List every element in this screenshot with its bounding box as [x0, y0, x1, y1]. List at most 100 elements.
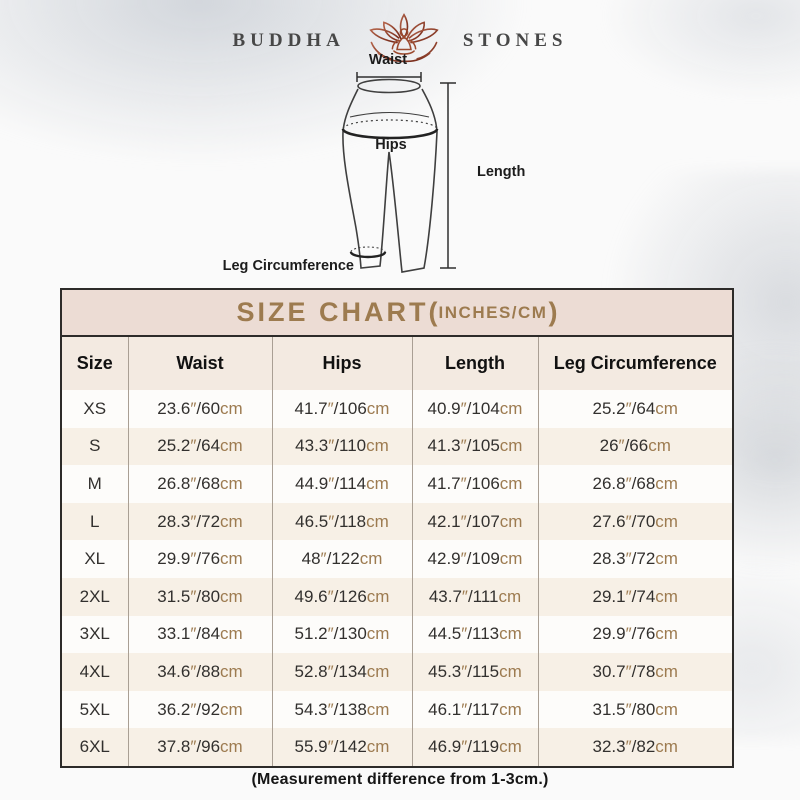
leg-cell: 26″/66cm — [537, 427, 732, 466]
inch-mark: ″ — [625, 699, 632, 719]
leg-cell: 26.8″/68cm — [537, 465, 732, 503]
cm-value: 111 — [472, 586, 499, 606]
value-separator: / — [334, 511, 340, 531]
value-separator: / — [334, 473, 340, 493]
inch-mark: ″ — [328, 436, 335, 456]
inch-value: 29.9 — [592, 624, 626, 644]
inch-mark: ″ — [190, 549, 197, 569]
inch-mark: ″ — [190, 398, 197, 418]
cm-unit: cm — [499, 511, 523, 531]
inch-value: 29.1 — [592, 586, 626, 606]
value-separator: / — [196, 586, 202, 606]
hips-label: Hips — [375, 137, 407, 153]
inch-value: 26.8 — [592, 473, 626, 493]
cm-value: 74 — [636, 586, 656, 606]
inch-value: 29.9 — [157, 549, 191, 569]
hips-cell: 52.8″/134cm — [271, 653, 412, 691]
table-row-6xl: 6XL 37.8″/96cm 55.9″/142cm 46.9″/119cm 32.3″… — [62, 728, 732, 766]
size-label: M — [62, 465, 128, 503]
cm-value: 66 — [629, 436, 649, 456]
cm-unit: cm — [499, 699, 522, 719]
value-separator: / — [333, 398, 339, 418]
cm-value: 68 — [636, 473, 656, 493]
waist-cell: 34.6″/88cm — [127, 653, 272, 691]
value-separator: / — [631, 737, 637, 757]
cm-unit: cm — [220, 549, 243, 569]
cm-unit: cm — [220, 661, 243, 681]
value-separator: / — [196, 511, 202, 531]
hips-cell: 41.7″/106cm — [271, 390, 412, 428]
column-header-leg-circumference: Leg Circumference — [537, 337, 732, 390]
leg-cell: 29.9″/76cm — [537, 615, 732, 654]
cm-value: 115 — [472, 661, 500, 681]
cm-value: 118 — [339, 511, 367, 531]
table-row-xl: XL 29.9″/76cm 48″/122cm 42.9″/109cm 28.3″/72… — [62, 540, 732, 578]
length-cell: 46.9″/119cm — [411, 728, 538, 766]
inch-value: 31.5 — [157, 586, 191, 606]
value-separator: / — [196, 661, 202, 681]
value-separator: / — [467, 661, 473, 681]
column-header-waist: Waist — [127, 337, 272, 390]
cm-unit: cm — [220, 737, 243, 757]
waist-label: Waist — [368, 52, 408, 68]
length-cell: 42.9″/109cm — [411, 540, 538, 578]
inch-mark: ″ — [327, 699, 334, 719]
value-separator: / — [631, 511, 637, 531]
cm-value: 114 — [339, 473, 367, 493]
cm-unit: cm — [499, 398, 523, 418]
header-row: Size Waist Hips Length Leg Circumference — [62, 337, 732, 390]
value-separator: / — [196, 737, 202, 757]
length-cell: 42.1″/107cm — [411, 502, 538, 541]
cm-value: 80 — [636, 699, 656, 719]
inch-mark: ″ — [618, 436, 625, 456]
cm-value: 76 — [636, 624, 656, 644]
cm-unit: cm — [655, 473, 678, 493]
value-separator: / — [631, 549, 637, 569]
value-separator: / — [333, 699, 339, 719]
value-separator: / — [467, 624, 473, 644]
title-main: SIZE CHART — [236, 297, 429, 327]
cm-value: 64 — [201, 436, 221, 456]
inch-mark: ″ — [625, 511, 632, 531]
cm-unit: cm — [648, 436, 671, 456]
inch-mark: ″ — [460, 549, 467, 569]
column-header-size: Size — [62, 337, 128, 390]
inch-value: 28.3 — [157, 511, 191, 531]
cm-unit: cm — [498, 586, 522, 606]
waist-cell: 37.8″/96cm — [127, 728, 272, 766]
value-separator: / — [196, 436, 202, 456]
cm-unit: cm — [220, 436, 243, 456]
length-cell: 45.3″/115cm — [411, 653, 538, 691]
pants-diagram — [341, 72, 456, 273]
cm-value: 72 — [201, 511, 221, 531]
inch-value: 46.9 — [428, 737, 462, 757]
size-label: XL — [62, 540, 128, 578]
leg-cell: 27.6″/70cm — [537, 502, 732, 541]
cm-unit: cm — [366, 624, 390, 644]
inch-mark: ″ — [625, 549, 632, 569]
value-separator: / — [326, 549, 332, 569]
cm-value: 113 — [472, 624, 500, 644]
inch-value: 41.7 — [427, 473, 461, 493]
cm-unit: cm — [655, 624, 678, 644]
inch-mark: ″ — [190, 473, 197, 493]
value-separator: / — [631, 661, 637, 681]
cm-unit: cm — [499, 436, 523, 456]
value-separator: / — [631, 624, 637, 644]
inch-mark: ″ — [327, 737, 334, 757]
inch-mark: ″ — [190, 624, 197, 644]
inch-mark: ″ — [460, 511, 467, 531]
size-label: 5XL — [62, 690, 128, 729]
inch-mark: ″ — [190, 511, 197, 531]
inch-value: 36.2 — [157, 699, 191, 719]
table-row-l: L 28.3″/72cm 46.5″/118cm 42.1″/107cm 27.6″/7… — [62, 502, 732, 541]
table-row-3xl: 3XL 33.1″/84cm 51.2″/130cm 44.5″/113cm 29.9″… — [62, 615, 732, 654]
value-separator: / — [467, 586, 473, 606]
size-label: S — [62, 427, 128, 466]
inch-mark: ″ — [190, 661, 197, 681]
inch-value: 54.3 — [294, 699, 328, 719]
leg-cell: 29.1″/74cm — [537, 577, 732, 616]
inch-value: 49.6 — [294, 586, 328, 606]
cm-unit: cm — [359, 549, 383, 569]
